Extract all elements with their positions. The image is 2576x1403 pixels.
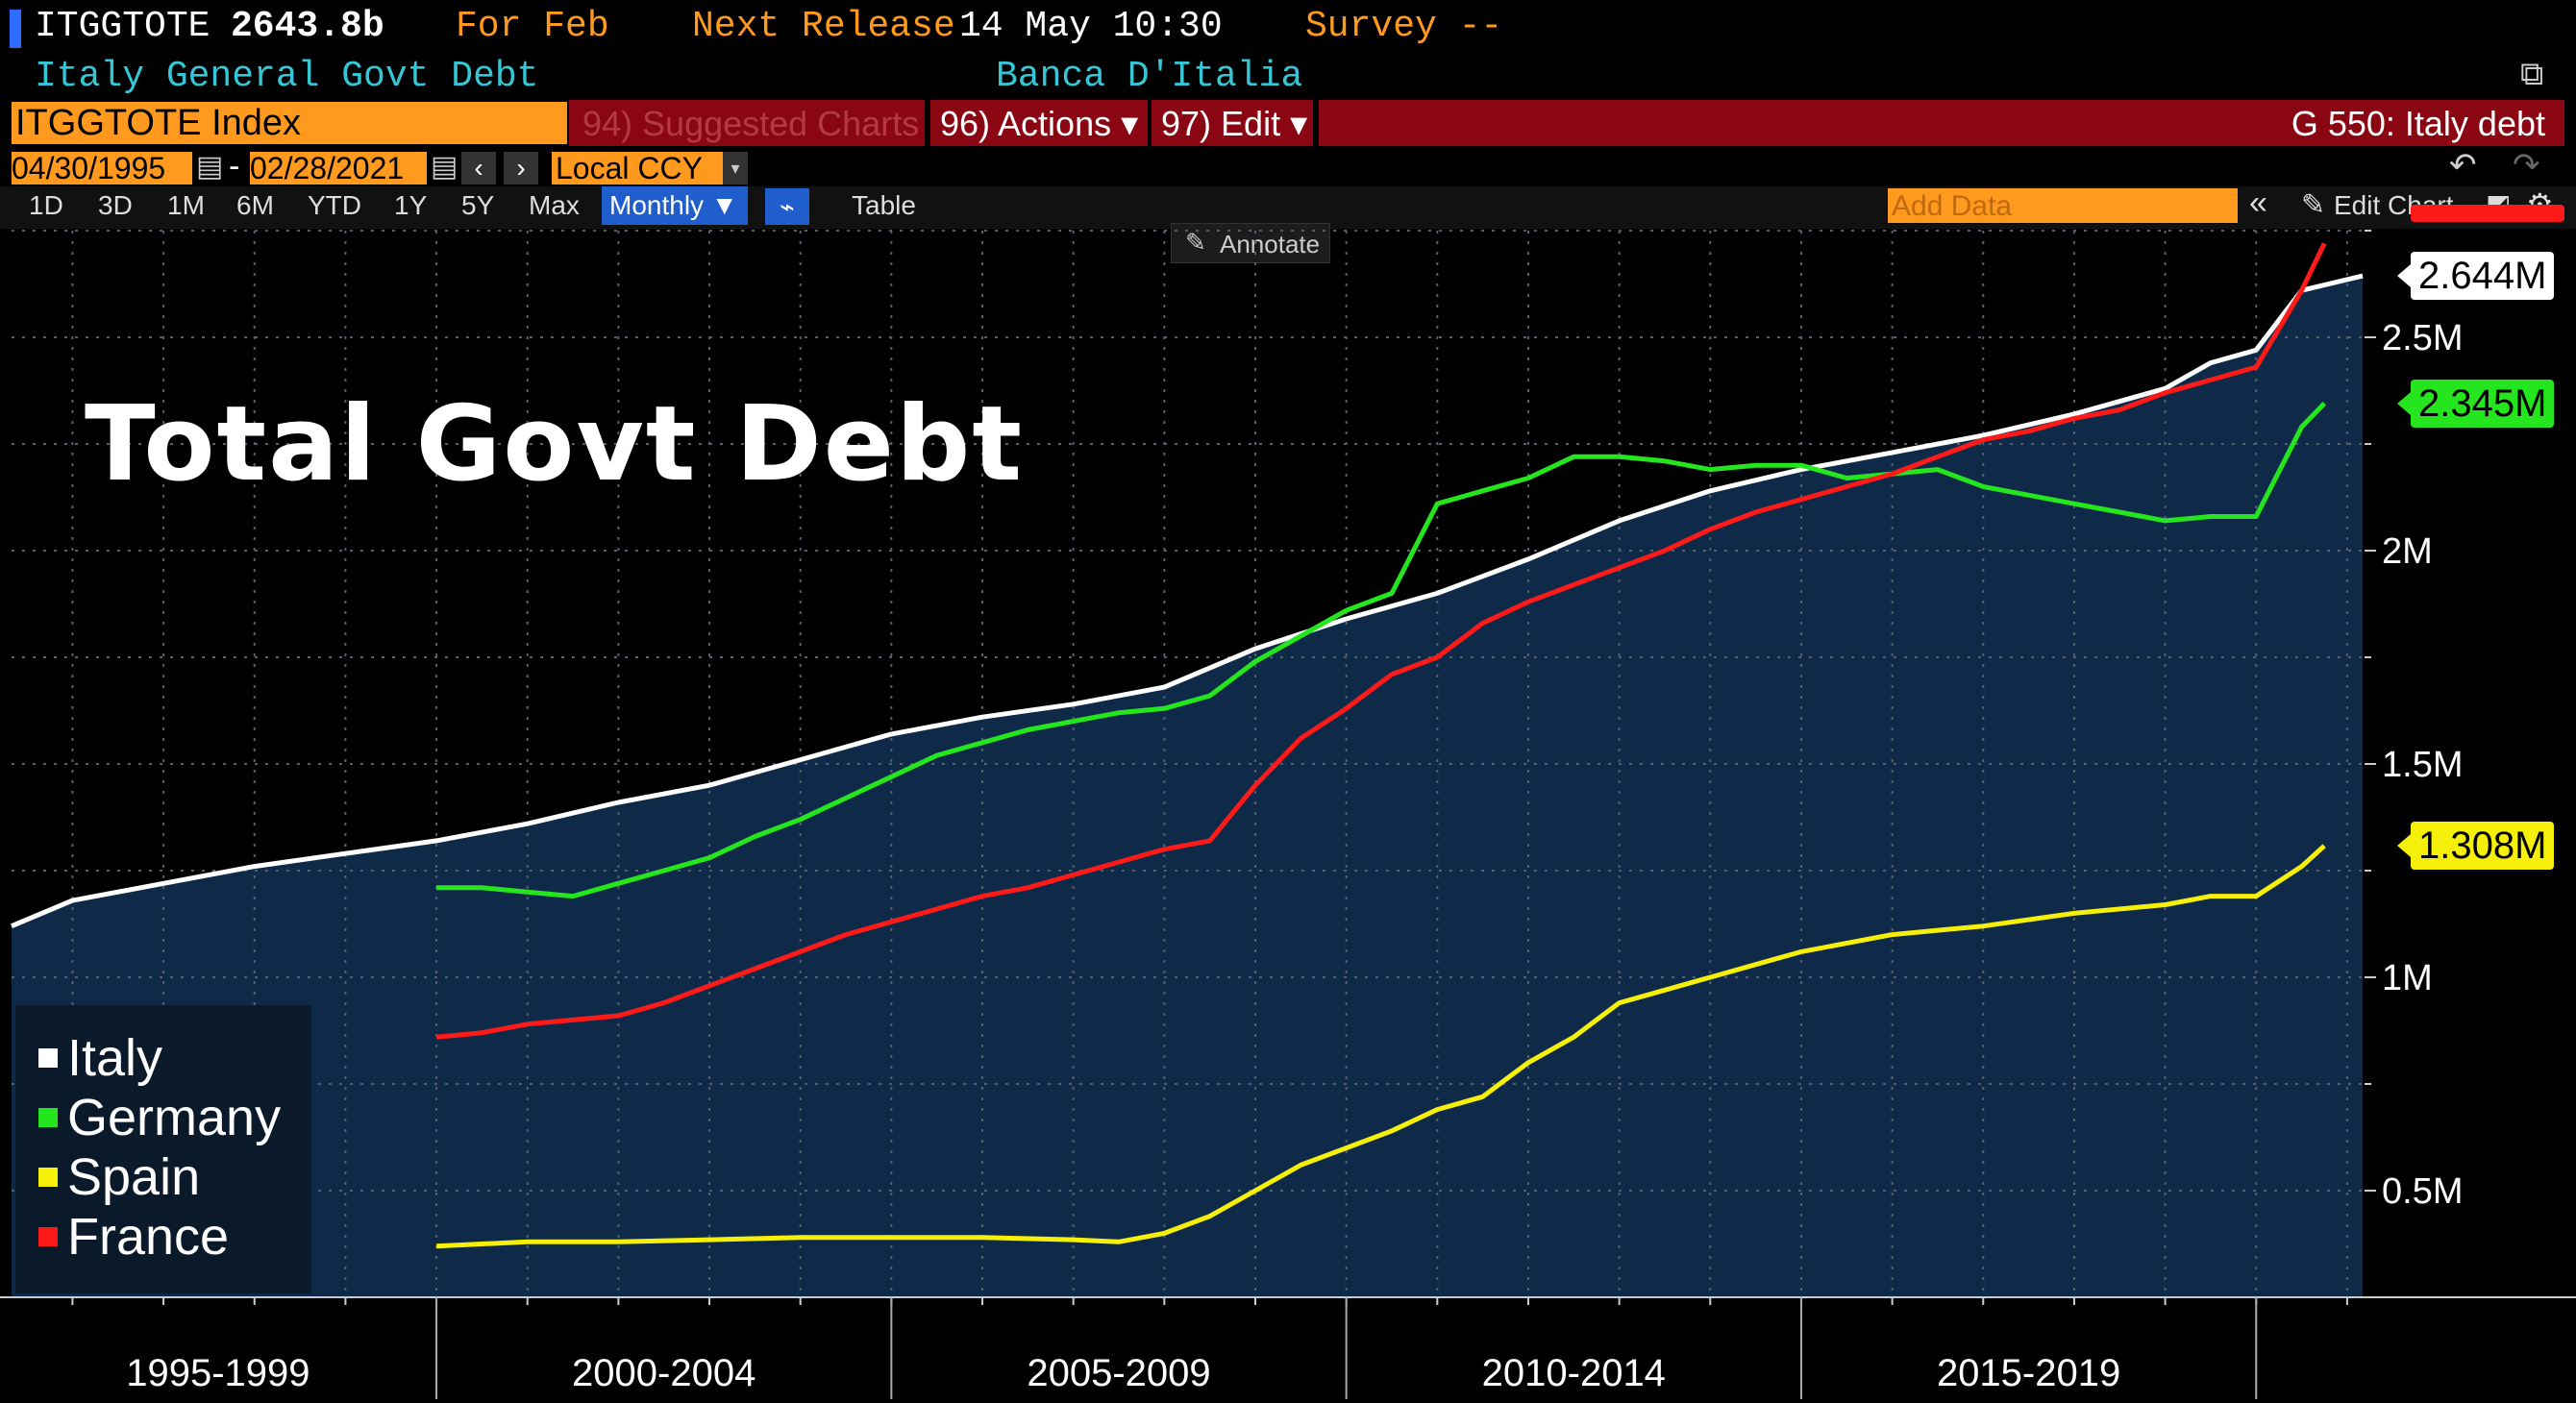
range-5y[interactable]: 5Y bbox=[461, 190, 495, 220]
chart-title: Total Govt Debt bbox=[85, 384, 1024, 505]
line-chart-icon[interactable]: ⌁ bbox=[765, 188, 809, 225]
range-3d[interactable]: 3D bbox=[98, 190, 133, 220]
edit-label: 97) Edit ▾ bbox=[1161, 104, 1308, 143]
frequency-label: Monthly ▼ bbox=[609, 190, 738, 220]
date-range-row: 04/30/1995 ▤ - 02/28/2021 ▤ ‹ › Local CC… bbox=[0, 146, 2576, 186]
redo-icon[interactable]: ↷ bbox=[2513, 147, 2540, 184]
series-line-germany bbox=[436, 402, 2326, 899]
legend-item-germany[interactable]: Germany bbox=[38, 1088, 281, 1147]
series-line-spain bbox=[435, 844, 2326, 1249]
next-release-value: 14 May 10:30 bbox=[959, 6, 1223, 47]
frequency-select[interactable]: Monthly ▼ bbox=[602, 186, 748, 225]
popout-icon[interactable]: ⧉ bbox=[2520, 59, 2544, 95]
date-separator: - bbox=[229, 148, 240, 185]
table-button[interactable]: Table bbox=[852, 190, 916, 220]
legend-label-france: France bbox=[67, 1208, 230, 1266]
ticker: ITGGTOTE bbox=[35, 6, 211, 47]
gridlines bbox=[12, 230, 2363, 1297]
spain-last-value-tag: 1.308M bbox=[2411, 822, 2555, 871]
series-lines bbox=[11, 242, 2364, 1249]
data-source: Banca D'Italia bbox=[996, 56, 1303, 97]
italy-last-value-tag: 2.644M bbox=[2411, 252, 2555, 301]
legend-label-italy: Italy bbox=[67, 1029, 163, 1087]
previous-period-button[interactable]: ‹ bbox=[461, 152, 496, 185]
plot-area bbox=[12, 276, 2363, 1298]
actions-label: 96) Actions ▾ bbox=[940, 104, 1139, 143]
legend-label-germany: Germany bbox=[67, 1089, 282, 1146]
range-ytd[interactable]: YTD bbox=[308, 190, 361, 220]
security-description: Italy General Govt Debt bbox=[35, 56, 539, 97]
undo-icon[interactable]: ↶ bbox=[2449, 147, 2477, 184]
start-date-input[interactable]: 04/30/1995 bbox=[12, 152, 192, 185]
pencil-icon: ✎ bbox=[2301, 189, 2326, 221]
legend-item-spain[interactable]: Spain bbox=[38, 1147, 200, 1207]
last-value: 2643.8b bbox=[231, 6, 384, 47]
description-row: Italy General Govt Debt Banca D'Italia ⧉ bbox=[0, 54, 2576, 100]
legend-item-france[interactable]: France bbox=[38, 1207, 229, 1267]
range-1d[interactable]: 1D bbox=[29, 190, 63, 220]
legend-item-italy[interactable]: Italy bbox=[38, 1028, 162, 1088]
end-calendar-icon[interactable]: ▤ bbox=[431, 151, 458, 183]
edit-menu[interactable]: 97) Edit ▾ bbox=[1152, 100, 1313, 146]
add-data-placeholder: Add Data bbox=[1892, 190, 2013, 222]
security-input[interactable]: ITGGTOTE Index bbox=[12, 102, 567, 144]
add-data-input[interactable]: Add Data bbox=[1888, 188, 2238, 223]
france-last-value-tag bbox=[2411, 205, 2564, 223]
range-6m[interactable]: 6M bbox=[236, 190, 274, 220]
next-release-label: Next Release bbox=[692, 6, 955, 47]
value-tag-pointer bbox=[2397, 391, 2411, 415]
currency-select[interactable]: Local CCY bbox=[552, 152, 723, 185]
currency-dropdown-icon[interactable]: ▾ bbox=[723, 152, 748, 185]
value-tag-pointer bbox=[2397, 834, 2411, 858]
legend-swatch-germany bbox=[38, 1108, 58, 1127]
range-1m[interactable]: 1M bbox=[167, 190, 205, 220]
suggested-charts-label: 94) Suggested Charts bbox=[582, 104, 920, 143]
y-tick-label: 1.5M bbox=[2382, 745, 2463, 785]
x-axis: 1995-1999 2000-2004 2005-2009 2010-2014 2015… bbox=[0, 1296, 2576, 1399]
x-tick-label: 2000-2004 bbox=[572, 1352, 755, 1394]
suggested-charts-button[interactable]: 94) Suggested Charts bbox=[569, 100, 925, 146]
security-header: ITGGTOTE 2643.8b For Feb Next Release 14… bbox=[0, 0, 2576, 60]
next-period-button[interactable]: › bbox=[504, 152, 538, 185]
legend-label-spain: Spain bbox=[67, 1148, 201, 1206]
chart-name-bar: G 550: Italy debt bbox=[1319, 100, 2564, 146]
end-date-input[interactable]: 02/28/2021 bbox=[250, 152, 427, 185]
range-max[interactable]: Max bbox=[529, 190, 580, 220]
y-tick-label: 2.5M bbox=[2382, 318, 2463, 358]
selection-marker bbox=[10, 10, 21, 48]
value-tag-pointer bbox=[2397, 264, 2411, 288]
x-tick-label: 1995-1999 bbox=[126, 1352, 310, 1394]
y-axis: 0.5M 1M 1.5M 2M 2.5M bbox=[2365, 230, 2463, 1298]
annotate-label: Annotate bbox=[1220, 230, 1321, 258]
actions-menu[interactable]: 96) Actions ▾ bbox=[930, 100, 1148, 146]
series-line-italy bbox=[11, 273, 2364, 929]
y-tick-label: 0.5M bbox=[2382, 1171, 2463, 1212]
chart-name: G 550: Italy debt bbox=[2291, 104, 2545, 143]
x-tick-label: 2015-2019 bbox=[1937, 1352, 2120, 1394]
annotate-pencil-icon: ✎ bbox=[1185, 228, 1206, 257]
period-label: For Feb bbox=[456, 6, 609, 47]
range-1y[interactable]: 1Y bbox=[394, 190, 428, 220]
start-calendar-icon[interactable]: ▤ bbox=[196, 151, 224, 183]
legend-swatch-spain bbox=[38, 1168, 58, 1187]
survey-label: Survey -- bbox=[1305, 6, 1503, 47]
germany-last-value-tag: 2.345M bbox=[2411, 379, 2555, 428]
italy-area-fill bbox=[12, 276, 2363, 1298]
legend: Italy Germany Spain France bbox=[15, 1005, 311, 1293]
x-tick-label: 2010-2014 bbox=[1482, 1352, 1666, 1394]
legend-swatch-italy bbox=[38, 1048, 58, 1068]
collapse-icon[interactable]: « bbox=[2249, 185, 2267, 221]
legend-swatch-france bbox=[38, 1227, 58, 1246]
series-line-france bbox=[435, 242, 2327, 1040]
y-tick-label: 1M bbox=[2382, 958, 2433, 998]
y-tick-label: 2M bbox=[2382, 531, 2433, 572]
x-tick-label: 2005-2009 bbox=[1027, 1352, 1210, 1394]
